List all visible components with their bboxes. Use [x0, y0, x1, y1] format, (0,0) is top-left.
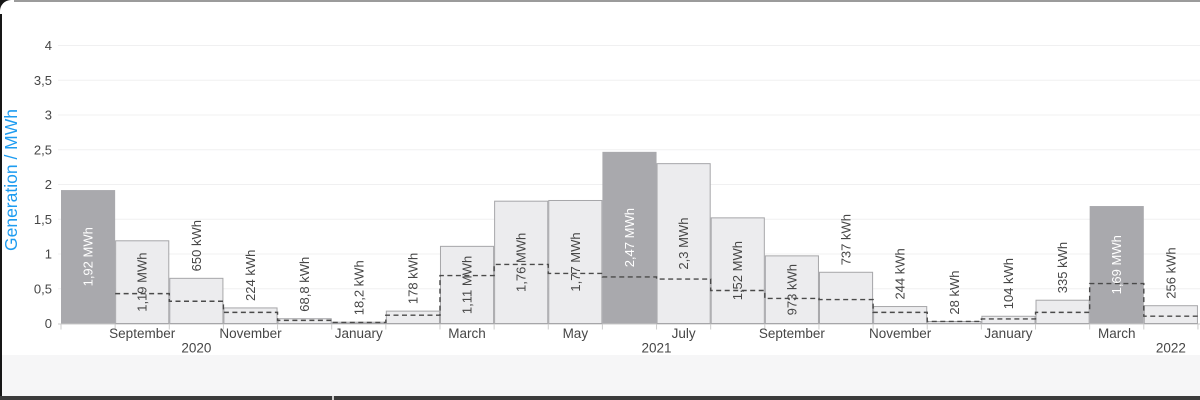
- bar[interactable]: [439, 245, 495, 324]
- bar[interactable]: [927, 321, 982, 324]
- bar-value-label: 256 kWh: [1163, 247, 1178, 298]
- bar[interactable]: [602, 151, 657, 324]
- bar[interactable]: [548, 199, 603, 324]
- window-rounded-corner: [0, 0, 14, 14]
- y-tick-label: 2: [45, 177, 52, 192]
- y-tick-label: 0,5: [34, 281, 52, 296]
- bar[interactable]: [61, 190, 116, 324]
- bar-value-label: 104 kWh: [1001, 258, 1016, 309]
- bar-value-label: 1,77 MWh: [568, 232, 583, 291]
- bar[interactable]: [277, 318, 332, 325]
- bar-value-label: 1,19 MWh: [135, 253, 150, 312]
- y-tick-label: 2,5: [34, 142, 52, 157]
- dashed-reference-line: [115, 263, 1198, 324]
- bar-value-label: 1,76 MWh: [514, 233, 529, 292]
- y-tick-label: 1,5: [34, 212, 52, 227]
- bar-value-label: 650 kWh: [189, 220, 204, 271]
- bar[interactable]: [818, 271, 874, 325]
- x-axis-labels: September November January March May July Sept…: [109, 326, 1186, 356]
- bar-value-label: 178 kWh: [405, 253, 420, 304]
- y-tick-label: 0: [45, 316, 52, 331]
- y-tick-label: 1: [45, 247, 52, 262]
- bar-value-label: 1,11 MWh: [460, 256, 475, 314]
- bottom-edge-bar: [0, 396, 1200, 400]
- bar-value-label: 737 kWh: [839, 214, 854, 265]
- window-left-border: [0, 0, 2, 396]
- bar-value-label: 1,69 MWh: [1109, 235, 1124, 294]
- x-month-label: January: [984, 326, 1032, 341]
- x-month-label: January: [335, 326, 383, 341]
- bar-value-label: 973 kWh: [784, 264, 799, 315]
- bar[interactable]: [710, 217, 765, 324]
- bar[interactable]: [1089, 206, 1144, 324]
- bar-value-label: 2,3 MWh: [676, 218, 691, 270]
- x-month-label: November: [869, 326, 932, 341]
- bar[interactable]: [385, 310, 440, 324]
- bar[interactable]: [494, 200, 549, 324]
- x-year-label: 2022: [1156, 341, 1186, 356]
- bar[interactable]: [115, 240, 170, 324]
- bar-value-label: 2,47 MWh: [622, 208, 637, 267]
- bar-value-label: 1,52 MWh: [730, 241, 745, 300]
- y-tick-label: 3,5: [34, 73, 52, 88]
- x-month-label: September: [109, 326, 176, 341]
- bar-value-label: 1,92 MWh: [81, 227, 96, 286]
- bar[interactable]: [764, 255, 819, 324]
- bar[interactable]: [873, 306, 928, 324]
- x-year-label: 2020: [181, 341, 211, 356]
- bottom-edge-notch: [332, 396, 334, 400]
- bar-value-label: 224 kWh: [243, 250, 258, 301]
- x-month-label: May: [563, 326, 589, 341]
- bar-value-labels: 1,92 MWh 1,19 MWh 650 kWh 224 kWh 68,8 kWh 18…: [81, 208, 1179, 315]
- y-axis-title: Generation / MWh: [1, 109, 21, 251]
- x-month-label: September: [759, 326, 826, 341]
- bar[interactable]: [223, 307, 278, 325]
- x-month-label: March: [448, 326, 486, 341]
- bottom-panel: [0, 355, 1200, 396]
- bar-value-label: 18,2 kWh: [351, 260, 366, 315]
- y-tick-label: 3: [45, 108, 52, 123]
- y-tick-label: 4: [45, 38, 52, 53]
- y-axis-tick-labels: 0 0,5 1 1,5 2 2,5 3 3,5 4: [34, 38, 52, 331]
- x-month-label: March: [1098, 326, 1136, 341]
- bar[interactable]: [656, 163, 711, 324]
- x-year-label: 2021: [642, 341, 672, 356]
- bar-value-label: 335 kWh: [1055, 242, 1070, 293]
- bar[interactable]: [1143, 305, 1198, 325]
- bar-value-label: 28 kWh: [947, 270, 962, 314]
- bar[interactable]: [981, 315, 1036, 325]
- x-month-label: July: [672, 326, 696, 341]
- bar-value-label: 244 kWh: [893, 248, 908, 299]
- x-month-label: November: [219, 326, 282, 341]
- bar-value-label: 68,8 kWh: [297, 257, 312, 312]
- window-top-border: [0, 0, 1200, 2]
